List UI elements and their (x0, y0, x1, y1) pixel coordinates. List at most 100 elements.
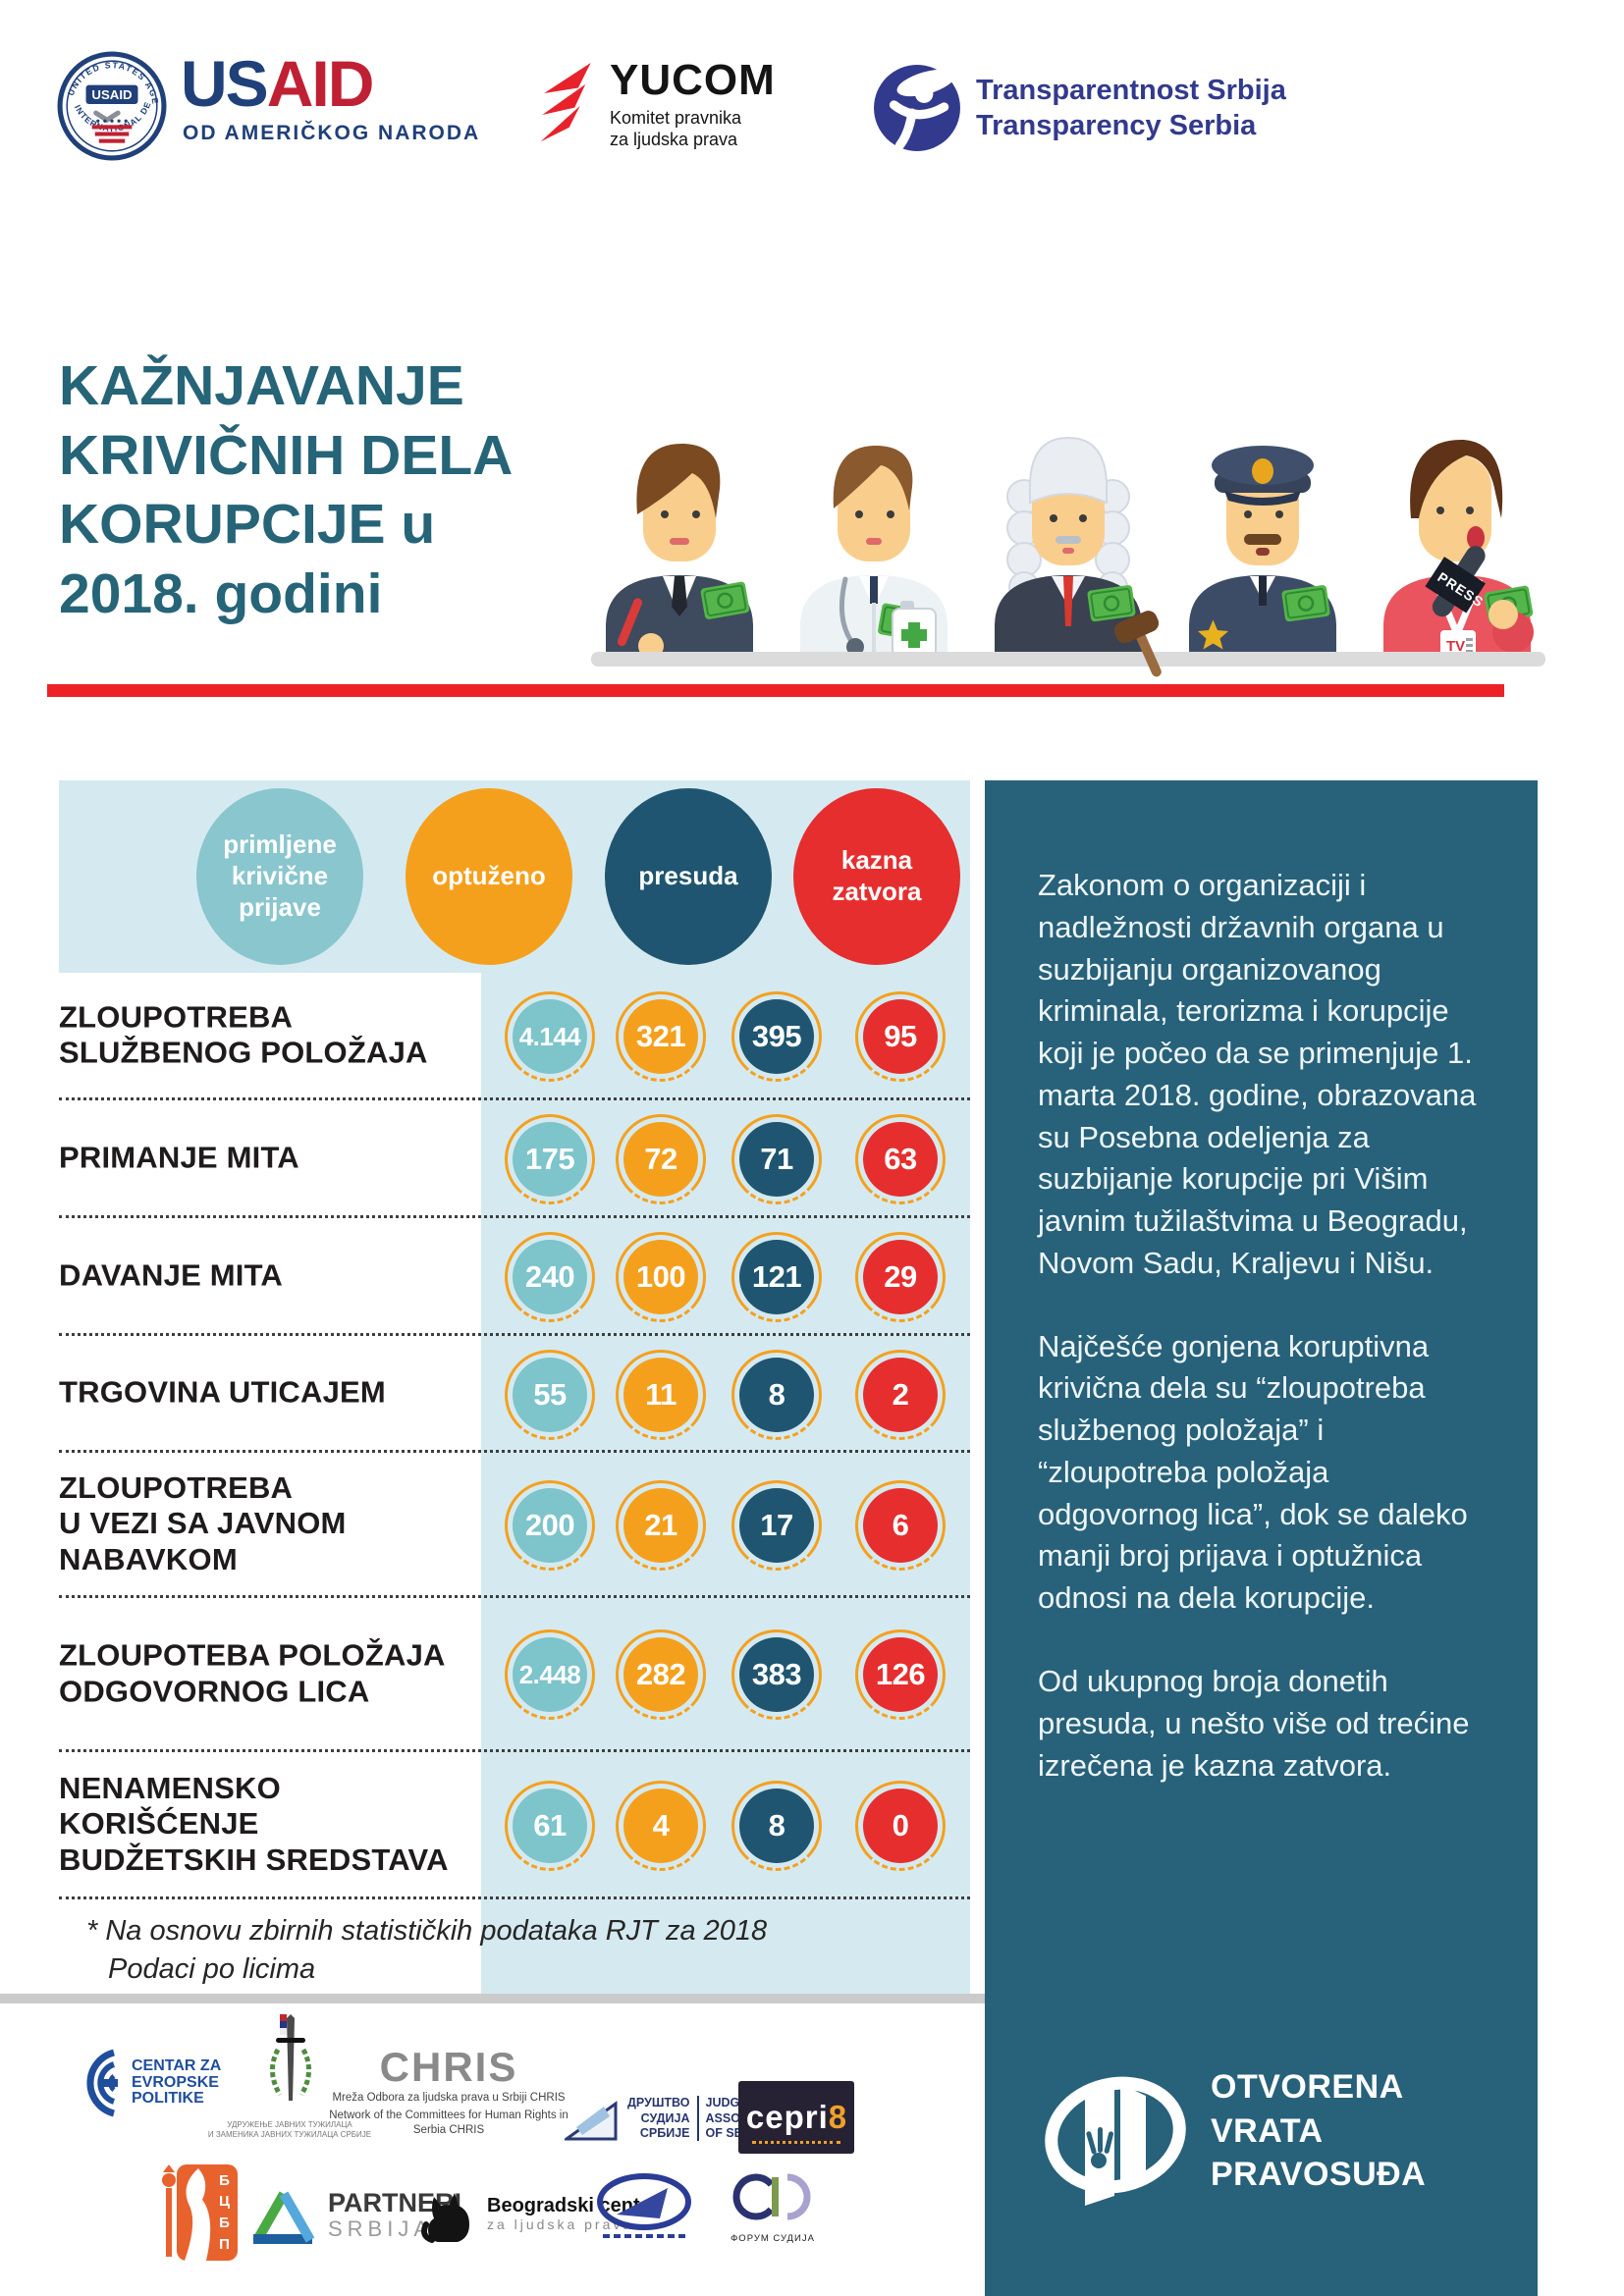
table-row: ZLOUPOTEBA POLOŽAJA ODGOVORNOG LICA 2.44… (59, 1598, 970, 1752)
row-label: DAVANJE MITA (59, 1257, 284, 1293)
judges-name-sr: ДРУШТВО СУДИЈА СРБИЈЕ (627, 2096, 690, 2141)
sidebar-paragraph-1: Zakonom o organizaciji i nadležnosti drž… (1038, 868, 1477, 1280)
row-label: ZLOUPOTEBA POLOŽAJA ODGOVORNOG LICA (59, 1637, 446, 1708)
cepris-dotted-line (752, 2141, 840, 2144)
column-header-prijave: primljene krivične prijave (196, 788, 363, 965)
chris-wordmark: CHRIS (379, 2044, 518, 2090)
chris-caption-en: Network of the Committees for Human Righ… (329, 2109, 568, 2136)
sidebar-paragraph-3: Od ukupnog broja donetih presuda, u nešt… (1038, 1664, 1470, 1783)
prosecutors-caption: УДРУЖЕЊЕ ЈАВНИХ ТУЖИЛАЦА И ЗАМЕНИКА ЈАВН… (207, 2120, 372, 2140)
cepris-logo: cepri 8 (738, 2081, 854, 2154)
prosecutors-association-logo: УДРУЖЕЊЕ ЈАВНИХ ТУЖИЛАЦА И ЗАМЕНИКА ЈАВН… (196, 2014, 383, 2141)
bgcentar-line1: Beogradski centar (487, 2195, 659, 2216)
table-row: ZLOUPOTREBA U VEZI SA JAVNOM NABAVKOM 20… (59, 1453, 970, 1598)
usaid-subtitle: OD AMERIČKOG NARODA (183, 122, 481, 144)
usaid-wordmark-aid: AID (266, 47, 375, 120)
chris-network-logo: CHRIS Mreža Odbora za ljudska prava u Sr… (326, 2047, 571, 2138)
page-title: KAŽNJAVANJE KRIVIČNIH DELA KORUPCIJE u 2… (59, 354, 514, 626)
cep-name: CENTAR ZA EVROPSKE POLITIKE (132, 2056, 222, 2108)
value-presuda: 395 (739, 999, 814, 1074)
centar-za-evropske-politike-logo: CENTAR ZA EVROPSKE POLITIKE (69, 2047, 221, 2119)
forum-sudija-logo: ФОРУМ СУДИЈА (719, 2169, 827, 2244)
forum-rings-icon (732, 2173, 811, 2220)
usaid-logo: UNITED STATES AGENCY INTERNATIONAL DEVEL… (57, 51, 480, 161)
column-header-kazna: kazna zatvora (793, 788, 960, 965)
chris-caption-sr: Mreža Odbora za ljudska prava u Srbiji C… (332, 2092, 566, 2104)
bcbp-silhouette-icon (185, 2168, 211, 2261)
value-prijave: 200 (513, 1488, 587, 1563)
transparency-name-en: Transparency Serbia (976, 110, 1257, 141)
sidebar-paragraph-2: Najčešće gonjena koruptivna krivična del… (1038, 1328, 1468, 1616)
yucom-name: YUCOM (610, 56, 776, 104)
judicial-ellipse-logo (595, 2173, 693, 2247)
chart-bottom-divider (0, 1994, 985, 2003)
value-optuzeno: 321 (623, 999, 698, 1074)
value-presuda: 17 (739, 1488, 814, 1563)
cepris-wordmark: cepri (745, 2099, 829, 2135)
partneri-line2: SRBIJA (328, 2216, 434, 2242)
value-prijave: 2.448 (513, 1637, 587, 1712)
yucom-logo: YUCOM Komitet pravnika za ljudska prava (535, 59, 776, 150)
table-row: PRIMANJE MITA 175 72 71 63 (59, 1100, 970, 1218)
value-optuzeno: 21 (623, 1488, 698, 1563)
desk (591, 652, 1545, 667)
column-header-presuda: presuda (605, 788, 772, 965)
bcbp-logo: Б Ц Б П (157, 2164, 238, 2261)
forum-caption: ФОРУМ СУДИЈА (731, 2233, 815, 2244)
value-kazna: 63 (863, 1122, 938, 1197)
divider (696, 2096, 699, 2142)
usaid-wordmark: USAID (181, 51, 480, 116)
hand-icon (1086, 2127, 1114, 2168)
value-optuzeno: 4 (623, 1789, 698, 1863)
journalist-figure: TV PRESS (1383, 439, 1536, 664)
value-kazna: 0 (863, 1789, 938, 1863)
row-label: NENAMENSKO KORIŠĆENJE BUDŽETSKIH SREDSTA… (59, 1770, 449, 1877)
value-optuzeno: 11 (623, 1358, 698, 1432)
transparency-name-sr: Transparentnost Srbija (976, 74, 1286, 106)
column-header-label: presuda (638, 861, 738, 891)
value-optuzeno: 72 (623, 1122, 698, 1197)
column-header-label: optuženo (432, 861, 546, 891)
ellipse-swoosh-icon (597, 2173, 691, 2238)
transparency-serbia-logo: Transparentnost Srbija Transparency Serb… (872, 63, 1286, 153)
value-presuda: 8 (739, 1789, 814, 1863)
partneri-srbija-logo: PARTNERI SRBIJA (251, 2187, 461, 2246)
doctor-figure (800, 445, 947, 664)
row-label: ZLOUPOTREBA U VEZI SA JAVNOM NABAVKOM (59, 1469, 347, 1576)
value-kazna: 29 (863, 1240, 938, 1314)
row-label: TRGOVINA UTICAJEM (59, 1374, 386, 1410)
cat-icon (421, 2193, 469, 2243)
judge-figure (995, 436, 1142, 664)
value-kazna: 6 (863, 1488, 938, 1563)
column-header-optuzeno: optuženo (406, 788, 572, 965)
row-label: ZLOUPOTREBA SLUŽBENOG POLOŽAJA (59, 998, 428, 1070)
judges-triangle-icon (565, 2101, 618, 2141)
usaid-wordmark-us: US (181, 47, 269, 120)
value-optuzeno: 100 (623, 1240, 698, 1314)
cep-arcs-icon (86, 2049, 118, 2117)
value-prijave: 55 (513, 1358, 587, 1432)
value-prijave: 61 (513, 1789, 587, 1863)
footnote-line2: Podaci po licima (108, 1953, 316, 1986)
corruption-professions-illustration: TV PRESS (591, 436, 1545, 677)
footnote-line1: * Na osnovu zbirnih statističkih podatak… (86, 1915, 768, 1947)
chart-header-band: primljene krivične prijave optuženo pres… (59, 780, 970, 973)
gavel-icon (1113, 611, 1162, 677)
yucom-subtitle: Komitet pravnika za ljudska prava (610, 108, 742, 149)
column-header-label: primljene krivične prijave (223, 829, 337, 922)
police-star-icon (1198, 619, 1228, 650)
value-prijave: 175 (513, 1122, 587, 1197)
bgcentar-line2: za ljudska prava (487, 2216, 634, 2232)
businessman-figure (606, 443, 753, 664)
yucom-mark-icon (540, 62, 591, 142)
transparency-globe-icon (874, 65, 960, 151)
usaid-seal-icon: UNITED STATES AGENCY INTERNATIONAL DEVEL… (57, 51, 167, 161)
table-row: DAVANJE MITA 240 100 121 29 (59, 1218, 970, 1336)
cepris-glyph: 8 (828, 2099, 847, 2135)
value-optuzeno: 282 (623, 1637, 698, 1712)
value-kazna: 95 (863, 999, 938, 1074)
cap-badge-icon (1252, 458, 1273, 484)
policeman-figure (1189, 446, 1336, 664)
value-kazna: 126 (863, 1637, 938, 1712)
